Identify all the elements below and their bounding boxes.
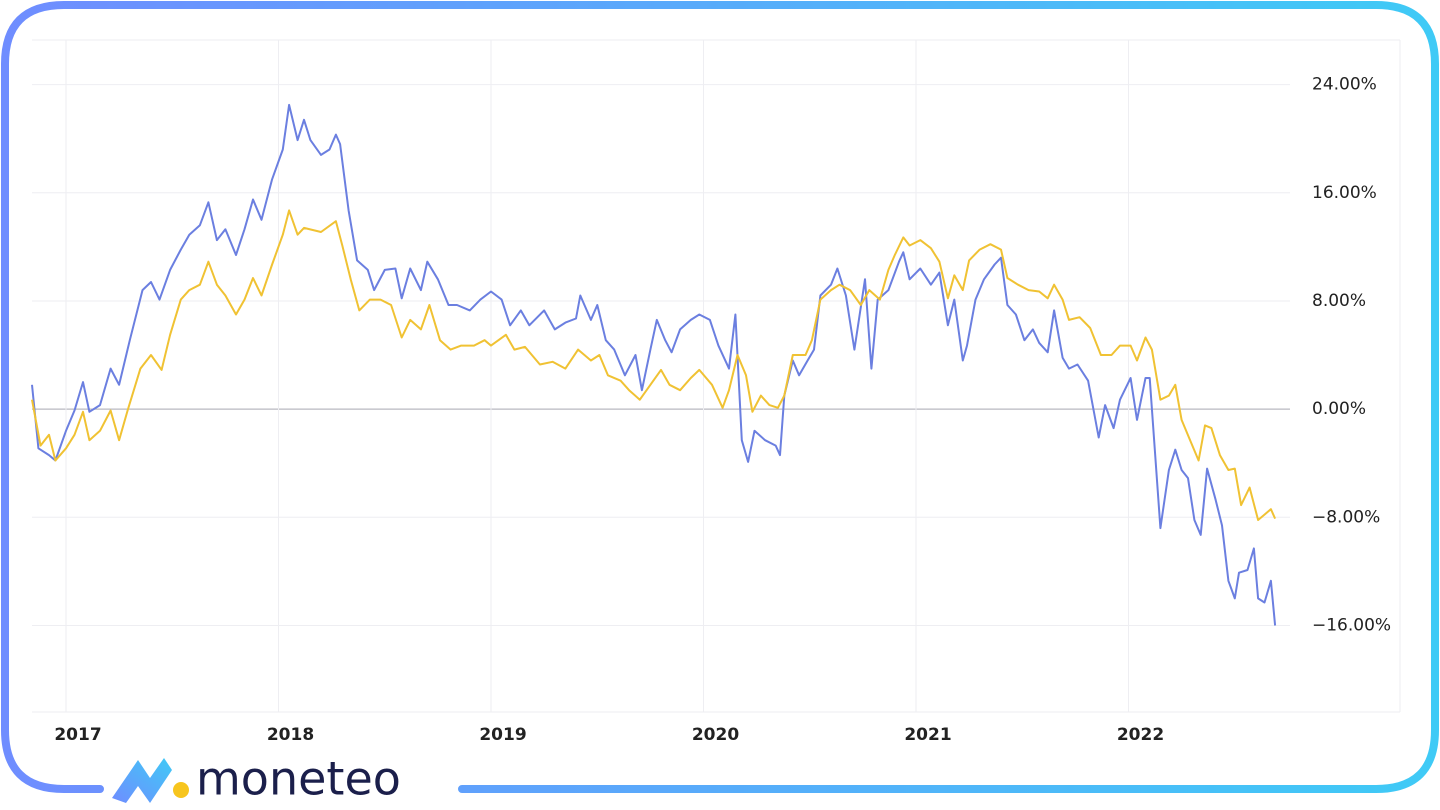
- x-tick-label: 2020: [692, 725, 739, 745]
- logo-text: moneteo: [196, 752, 401, 806]
- frame: [1, 1, 1439, 793]
- y-tick-label: 8.00%: [1312, 291, 1366, 311]
- x-tick-label: 2017: [54, 725, 101, 745]
- x-tick-label: 2021: [904, 725, 951, 745]
- logo-dot: [173, 782, 189, 798]
- series-line: [31, 103, 1277, 626]
- plot-frame: [32, 39, 1401, 713]
- x-tick-label: 2018: [267, 725, 314, 745]
- y-tick-label: 24.00%: [1312, 75, 1377, 95]
- logo: moneteo: [112, 752, 401, 806]
- x-tick-label: 2022: [1117, 725, 1164, 745]
- y-tick-label: −8.00%: [1312, 507, 1380, 527]
- y-tick-label: 16.00%: [1312, 183, 1377, 203]
- x-tick-label: 2019: [479, 725, 526, 745]
- y-tick-label: 0.00%: [1312, 399, 1366, 419]
- logo-icon: [112, 758, 172, 803]
- y-tick-label: −16.00%: [1312, 615, 1391, 635]
- series-line: [31, 209, 1277, 521]
